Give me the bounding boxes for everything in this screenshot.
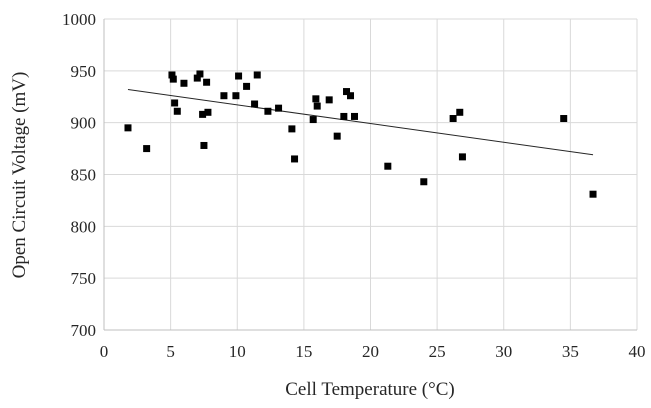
x-tick-labels: 0 5 10 15 20 25 30 35 40 [100,342,646,361]
y-tick-labels: 700 750 800 850 900 950 1000 [62,10,96,340]
data-point [173,107,181,115]
x-tick-label: 30 [495,342,512,361]
x-tick-label: 35 [562,342,579,361]
y-tick-label: 850 [71,166,97,185]
x-tick-label: 5 [166,342,175,361]
data-point [456,108,464,116]
data-point [420,178,428,186]
x-tick-label: 10 [229,342,246,361]
data-point [384,162,392,170]
data-point [560,115,568,123]
data-point [193,74,201,82]
x-tick-label: 0 [100,342,109,361]
data-point [124,124,132,132]
data-point [458,153,466,161]
y-tick-label: 1000 [62,10,96,29]
grid [103,18,638,331]
data-point [275,104,283,112]
x-tick-label: 20 [362,342,379,361]
y-tick-label: 800 [71,217,97,236]
y-tick-label: 700 [71,321,97,340]
data-point [203,78,211,86]
data-point [180,79,188,87]
data-point [288,125,296,133]
data-point [220,92,228,100]
data-point [313,102,321,110]
x-tick-label: 15 [295,342,312,361]
data-point [264,107,272,115]
x-tick-label: 40 [629,342,646,361]
trend-line-group [127,88,594,156]
data-point [312,95,320,103]
data-point [253,71,261,79]
data-point [449,115,457,123]
x-axis-title: Cell Temperature (°C) [285,379,454,400]
data-point [235,72,243,80]
data-point [204,108,212,116]
axes [103,19,637,331]
y-tick-label: 950 [71,62,97,81]
data-point [325,96,333,104]
data-point [291,155,299,163]
data-point [251,100,259,108]
y-tick-label: 750 [71,269,97,288]
data-point [351,112,359,120]
data-point [199,110,207,118]
data-point [171,99,179,107]
data-point [589,190,597,198]
data-point [196,70,204,78]
x-tick-label: 25 [429,342,446,361]
y-tick-label: 900 [71,114,97,133]
data-point [169,75,177,83]
data-point [343,88,351,96]
data-point [333,132,341,140]
data-point [200,141,208,149]
data-point [340,112,348,120]
y-axis-title: Open Circuit Voltage (mV) [9,72,30,279]
data-point [309,116,317,124]
data-point [143,145,151,153]
trend-line [127,88,594,156]
data-point [347,92,355,100]
data-points [124,70,597,198]
data-point [243,82,251,90]
data-point [168,71,176,79]
data-point [232,92,240,100]
